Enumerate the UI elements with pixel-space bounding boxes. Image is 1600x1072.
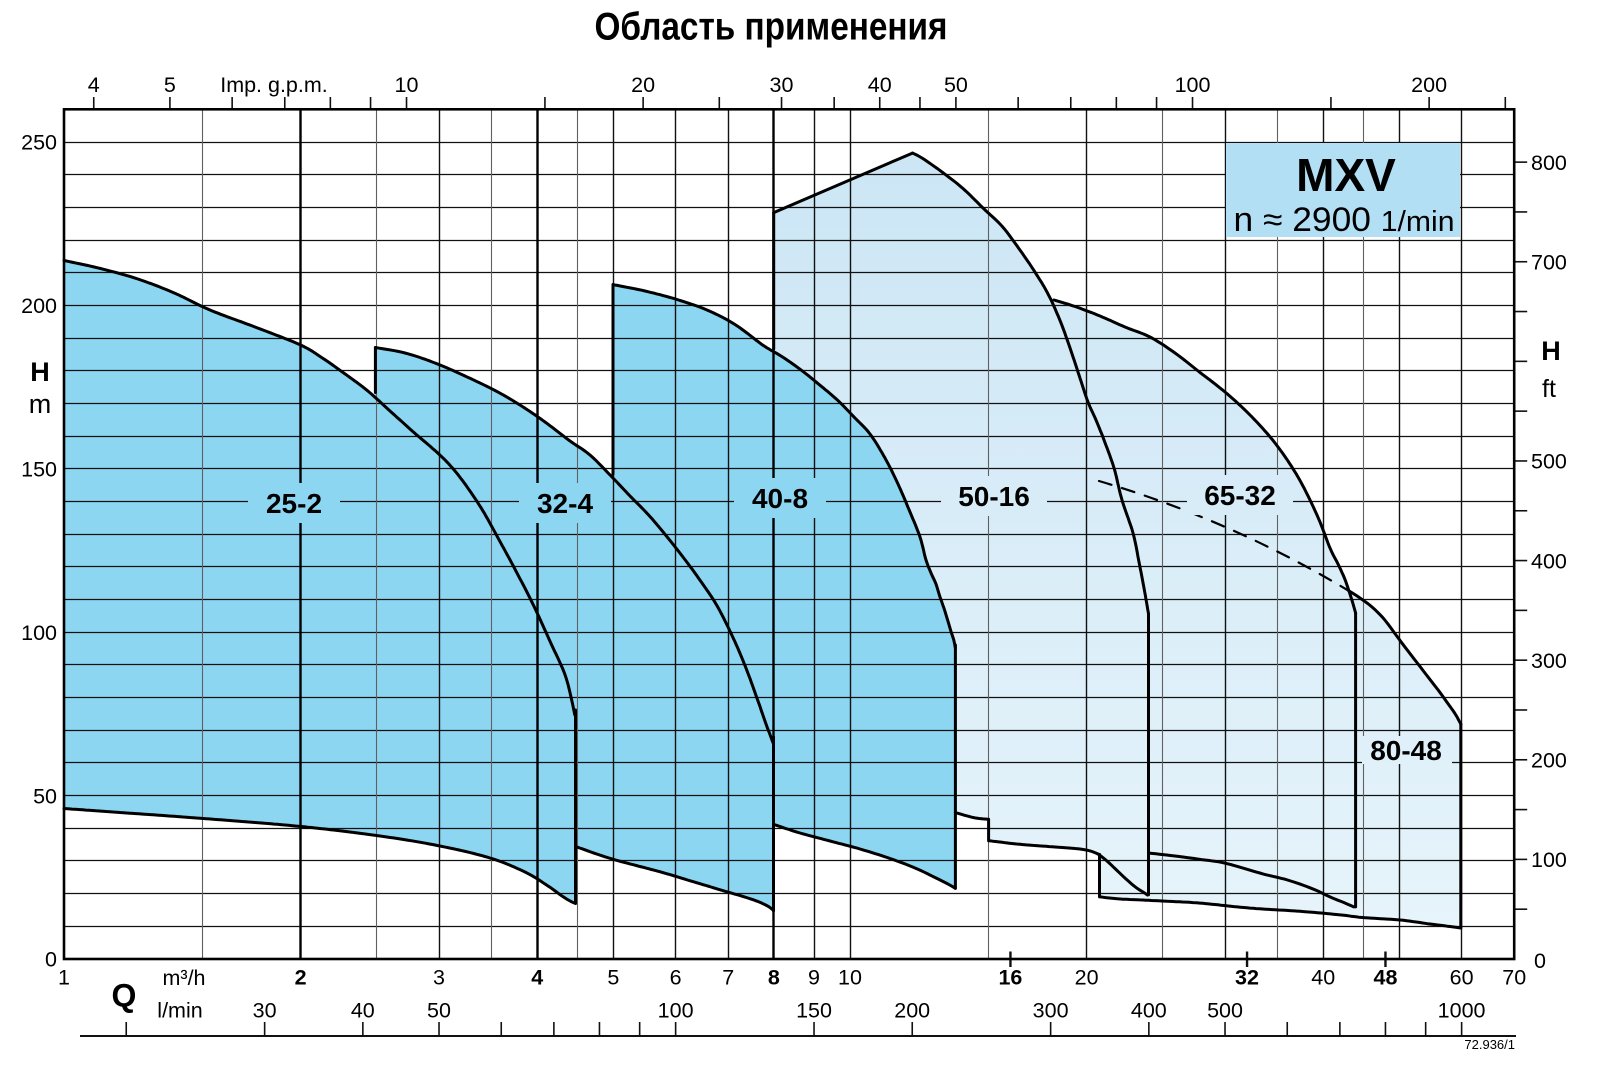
svg-text:250: 250 xyxy=(21,131,57,155)
svg-text:100: 100 xyxy=(1175,73,1211,97)
svg-text:16: 16 xyxy=(998,966,1022,990)
svg-text:0: 0 xyxy=(1534,949,1546,973)
svg-text:400: 400 xyxy=(1131,999,1167,1023)
svg-text:Imp. g.p.m.: Imp. g.p.m. xyxy=(220,73,328,97)
svg-text:1: 1 xyxy=(58,966,70,990)
svg-text:150: 150 xyxy=(21,458,57,482)
svg-text:4: 4 xyxy=(531,966,543,990)
svg-text:H: H xyxy=(1541,336,1561,366)
svg-text:40: 40 xyxy=(1311,966,1335,990)
svg-text:150: 150 xyxy=(796,999,832,1023)
svg-text:Q: Q xyxy=(112,978,137,1014)
svg-text:9: 9 xyxy=(808,966,820,990)
svg-text:40: 40 xyxy=(868,73,892,97)
svg-text:8: 8 xyxy=(768,966,780,990)
svg-text:m: m xyxy=(29,389,52,419)
svg-text:500: 500 xyxy=(1531,450,1567,474)
svg-text:32: 32 xyxy=(1235,966,1259,990)
svg-text:4: 4 xyxy=(88,73,100,97)
svg-text:1000: 1000 xyxy=(1438,999,1486,1023)
svg-text:0: 0 xyxy=(45,948,57,972)
svg-text:3: 3 xyxy=(433,966,445,990)
svg-text:500: 500 xyxy=(1207,999,1243,1023)
svg-text:100: 100 xyxy=(1531,848,1567,872)
svg-text:MXV: MXV xyxy=(1296,149,1396,201)
svg-text:50-16: 50-16 xyxy=(958,481,1030,512)
svg-text:Область применения: Область применения xyxy=(595,6,948,49)
svg-text:65-32: 65-32 xyxy=(1204,480,1276,511)
svg-text:48: 48 xyxy=(1374,966,1398,990)
svg-text:70: 70 xyxy=(1502,966,1526,990)
svg-text:n ≈ 2900 1/min: n ≈ 2900 1/min xyxy=(1234,201,1455,239)
svg-text:30: 30 xyxy=(253,999,277,1023)
svg-text:32-4: 32-4 xyxy=(537,488,593,519)
svg-text:300: 300 xyxy=(1531,649,1567,673)
svg-text:100: 100 xyxy=(21,621,57,645)
svg-text:200: 200 xyxy=(21,294,57,318)
svg-text:7: 7 xyxy=(722,966,734,990)
svg-text:40: 40 xyxy=(351,999,375,1023)
svg-text:200: 200 xyxy=(894,999,930,1023)
svg-text:m³/h: m³/h xyxy=(163,966,206,990)
svg-text:200: 200 xyxy=(1411,73,1447,97)
svg-text:50: 50 xyxy=(944,73,968,97)
svg-text:20: 20 xyxy=(631,73,655,97)
svg-text:72.936/1: 72.936/1 xyxy=(1464,1037,1515,1052)
svg-text:6: 6 xyxy=(670,966,682,990)
svg-text:10: 10 xyxy=(838,966,862,990)
svg-text:ft: ft xyxy=(1542,375,1556,403)
svg-text:40-8: 40-8 xyxy=(752,483,808,514)
svg-text:400: 400 xyxy=(1531,549,1567,573)
svg-text:300: 300 xyxy=(1033,999,1069,1023)
svg-text:2: 2 xyxy=(295,966,307,990)
svg-text:60: 60 xyxy=(1450,966,1474,990)
svg-text:80-48: 80-48 xyxy=(1370,735,1442,766)
svg-text:5: 5 xyxy=(164,73,176,97)
svg-text:800: 800 xyxy=(1531,151,1567,175)
svg-text:50: 50 xyxy=(427,999,451,1023)
svg-text:25-2: 25-2 xyxy=(266,488,322,519)
svg-text:10: 10 xyxy=(395,73,419,97)
svg-text:200: 200 xyxy=(1531,749,1567,773)
svg-text:50: 50 xyxy=(33,784,57,808)
svg-text:20: 20 xyxy=(1075,966,1099,990)
svg-text:l/min: l/min xyxy=(157,999,202,1023)
svg-text:100: 100 xyxy=(658,999,694,1023)
svg-text:H: H xyxy=(30,357,50,387)
svg-text:5: 5 xyxy=(607,966,619,990)
svg-text:700: 700 xyxy=(1531,250,1567,274)
svg-text:30: 30 xyxy=(770,73,794,97)
